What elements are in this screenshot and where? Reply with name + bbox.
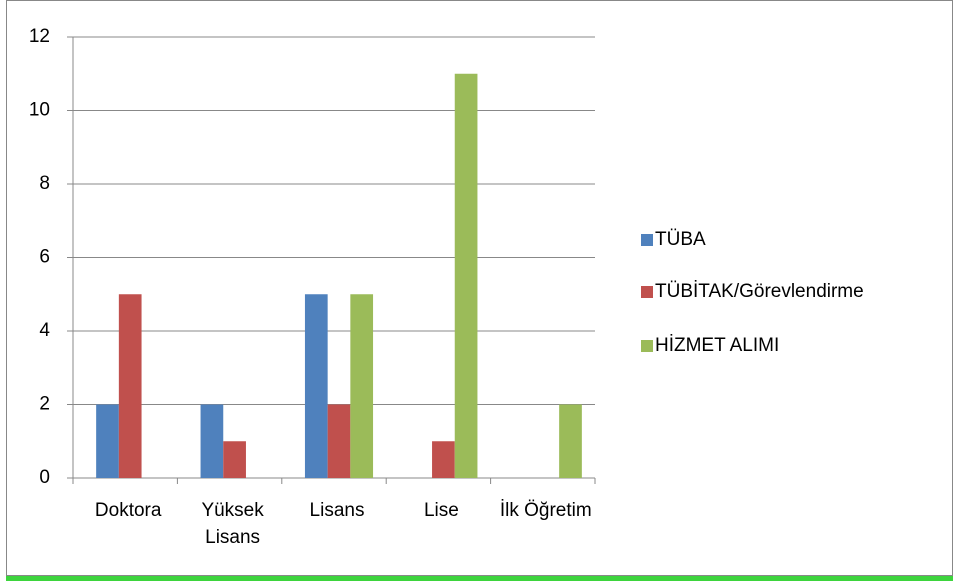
y-tick-label: 12 xyxy=(29,26,50,47)
x-tick-label: Yüksek Lisans xyxy=(201,500,264,548)
bar xyxy=(223,441,246,478)
legend-swatch xyxy=(641,234,653,246)
bar xyxy=(327,404,351,478)
x-tick-label: Doktora xyxy=(94,500,162,521)
bar xyxy=(432,441,455,478)
bar xyxy=(118,294,142,478)
y-tick-label: 10 xyxy=(29,100,50,121)
y-tick-label: 8 xyxy=(39,173,50,194)
legend-label: HİZMET ALIMI xyxy=(655,335,779,356)
legend-label: TÜBİTAK/Görevlendirme xyxy=(655,281,864,302)
legend-swatch xyxy=(641,286,653,298)
x-tick-label: Lise xyxy=(423,500,459,521)
bar xyxy=(200,404,224,478)
bar xyxy=(304,294,328,478)
frame-bottom xyxy=(6,576,953,581)
y-tick-label: 4 xyxy=(39,320,50,341)
bar xyxy=(454,73,478,478)
frame xyxy=(6,0,953,576)
x-tick-label: Lisans xyxy=(309,500,365,521)
x-tick-label: İlk Öğretim xyxy=(499,500,592,521)
bar xyxy=(559,404,582,478)
y-tick-label: 2 xyxy=(39,394,50,415)
legend-swatch xyxy=(641,340,653,352)
bar xyxy=(350,294,374,478)
bar xyxy=(96,404,119,478)
y-tick-label: 6 xyxy=(39,247,50,268)
y-tick-label: 0 xyxy=(39,467,50,488)
legend-label: TÜBA xyxy=(655,229,706,250)
